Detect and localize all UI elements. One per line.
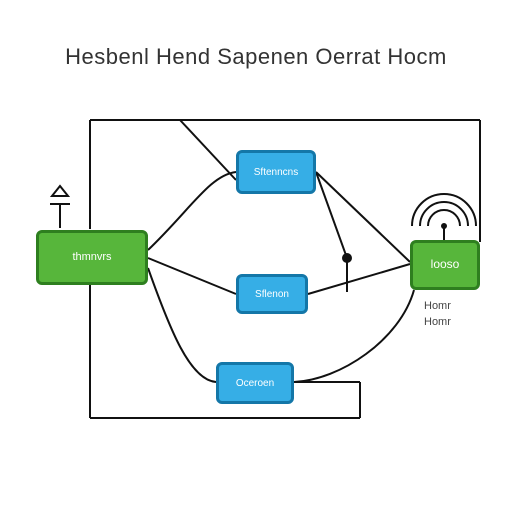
right-sublabel-2: Homr xyxy=(424,316,451,328)
node-right-label: looso xyxy=(431,258,460,271)
node-bot-middle: Oceroen xyxy=(216,362,294,404)
node-left: thmnvrs xyxy=(36,230,148,285)
diagram-title: Hesbenl Hend Sapenen Oerrat Hocm xyxy=(0,44,512,70)
node-top-middle: Sftenncns xyxy=(236,150,316,194)
left-symbol-icon xyxy=(50,186,70,228)
node-topmid-label: Sftenncns xyxy=(254,167,298,178)
node-mid-middle: Sflenon xyxy=(236,274,308,314)
node-right: looso xyxy=(410,240,480,290)
wifi-icon xyxy=(412,194,476,240)
node-botmid-label: Oceroen xyxy=(236,378,274,389)
right-sublabel-1: Homr xyxy=(424,300,451,312)
node-left-label: thmnvrs xyxy=(72,251,111,263)
diagram-canvas: Hesbenl Hend Sapenen Oerrat Hocm thmnvrs… xyxy=(0,0,512,512)
node-midmid-label: Sflenon xyxy=(255,289,289,300)
